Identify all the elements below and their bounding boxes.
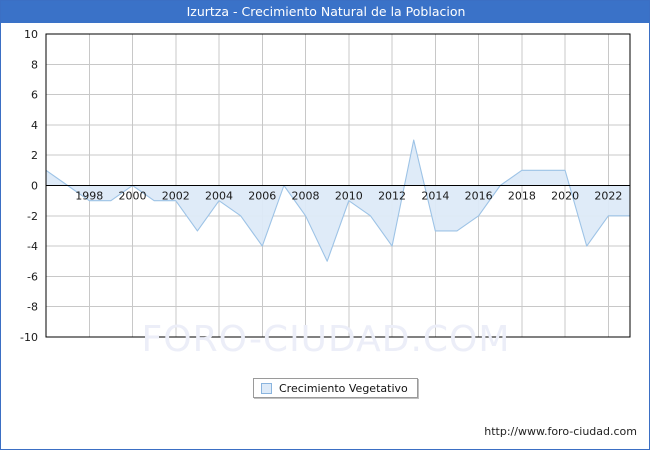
y-tick-label: 8 <box>31 58 38 71</box>
y-tick-label: -8 <box>27 301 38 314</box>
x-tick-label: 2004 <box>205 190 233 203</box>
x-tick-label: 2012 <box>378 190 406 203</box>
series-line <box>45 139 630 262</box>
x-tick-label: 2008 <box>292 190 320 203</box>
x-tick-label: 2006 <box>248 190 276 203</box>
x-tick-label: 2002 <box>162 190 190 203</box>
x-tick-label: 2010 <box>335 190 363 203</box>
x-tick-label: 2022 <box>594 190 622 203</box>
x-tick-label: 2020 <box>551 190 579 203</box>
y-tick-label: -4 <box>27 240 38 253</box>
y-axis-tick-labels: 10 8 6 4 2 0 -2 -4 -6 -8 -10 <box>20 28 38 344</box>
y-tick-label: 4 <box>31 119 38 132</box>
plot-frame <box>45 33 631 338</box>
y-tick-label: -10 <box>20 331 38 344</box>
source-url: http://www.foro-ciudad.com <box>484 425 637 438</box>
window-title-bar: Izurtza - Crecimiento Natural de la Pobl… <box>1 1 649 23</box>
series-fill <box>46 140 630 262</box>
y-tick-label: -6 <box>27 270 38 283</box>
x-tick-label: 2016 <box>465 190 493 203</box>
y-tick-label: 10 <box>24 28 38 41</box>
x-tick-label: 1998 <box>75 190 103 203</box>
plot-area: 10 8 6 4 2 0 -2 -4 -6 -8 -10 1998 2000 2002 2004 2006 2… <box>1 23 649 449</box>
x-tick-label: 2018 <box>508 190 536 203</box>
population-growth-chart: 10 8 6 4 2 0 -2 -4 -6 -8 -10 1998 2000 2002 2004 2006 2… <box>20 28 631 344</box>
x-tick-label: 2000 <box>119 190 147 203</box>
y-tick-label: -2 <box>27 210 38 223</box>
y-tick-label: 6 <box>31 89 38 102</box>
x-axis-tick-labels: 1998 2000 2002 2004 2006 2008 2010 2012 2014 2016… <box>75 190 622 203</box>
y-tick-label: 2 <box>31 149 38 162</box>
y-tick-label: 0 <box>31 180 38 193</box>
x-tick-label: 2014 <box>421 190 449 203</box>
legend-color-swatch <box>261 382 272 394</box>
legend-item-label: Crecimiento Vegetativo <box>279 381 408 395</box>
chart-legend[interactable]: Crecimiento Vegetativo <box>253 378 418 398</box>
page-title: Izurtza - Crecimiento Natural de la Pobl… <box>186 4 466 19</box>
